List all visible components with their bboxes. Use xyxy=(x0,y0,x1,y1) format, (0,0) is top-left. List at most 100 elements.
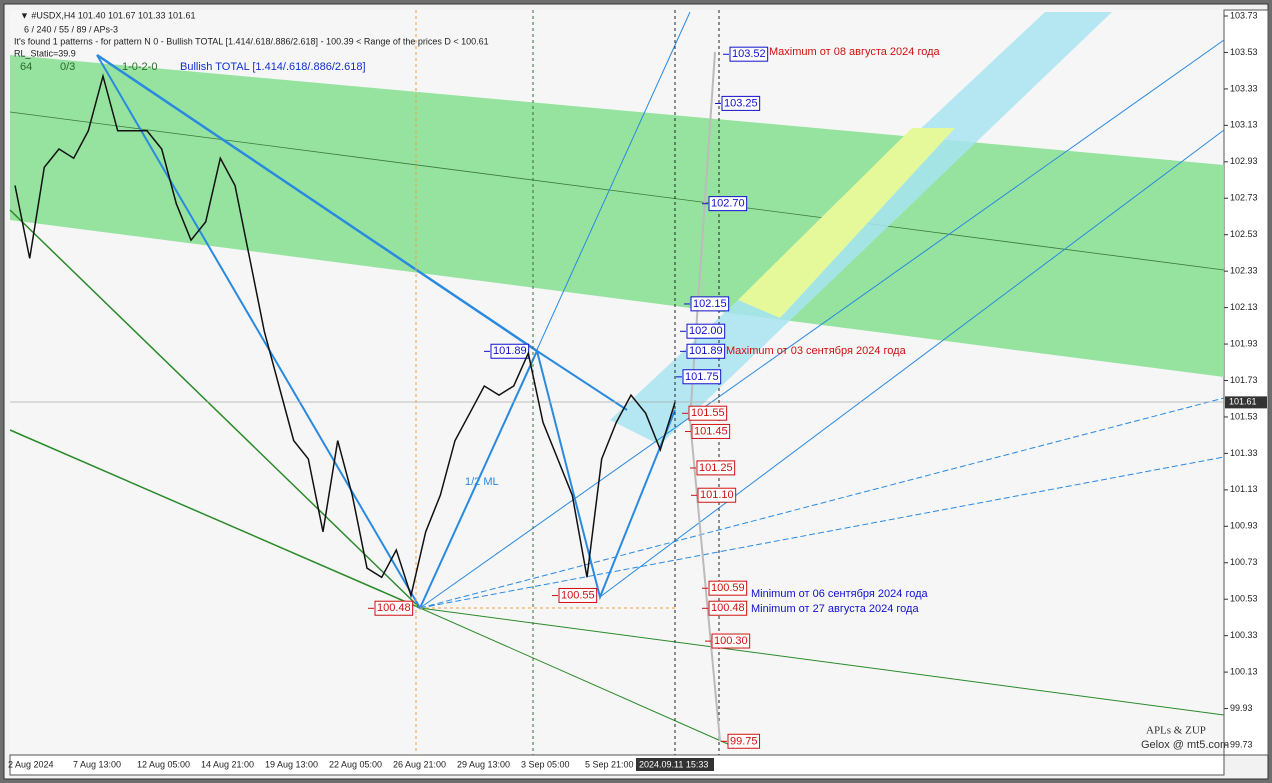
settings-line: 6 / 240 / 55 / 89 / APs-3 xyxy=(24,24,118,34)
pattern-line xyxy=(536,350,628,411)
price-tick-label: 99.73 xyxy=(1230,739,1253,749)
level-box xyxy=(490,343,530,359)
price-scale xyxy=(1223,9,1269,756)
level-label: 102.70 xyxy=(711,198,745,210)
price-tick-label: 101.33 xyxy=(1230,448,1258,458)
level-label: 101.55 xyxy=(691,407,725,419)
level-box xyxy=(727,733,761,749)
watermark: APLs & ZUP xyxy=(1146,725,1206,737)
rl-static: RL_Static=39.9 xyxy=(14,48,76,58)
price-tick-label: 100.13 xyxy=(1230,666,1258,676)
current-price: 101.61 xyxy=(1229,397,1257,407)
time-label: 2 Aug 2024 xyxy=(8,759,54,769)
pattern-line xyxy=(96,53,538,353)
time-label: 3 Sep 05:00 xyxy=(521,759,570,769)
price-tick-label: 101.53 xyxy=(1230,411,1258,421)
fork-line xyxy=(419,39,1225,609)
fork-line xyxy=(419,11,691,609)
level-box xyxy=(686,343,726,359)
time-label: 19 Aug 13:00 xyxy=(265,759,318,769)
level-label: 102.00 xyxy=(689,325,723,337)
level-label: 101.25 xyxy=(699,462,733,474)
symbol-line: ▼ #USDX,H4 101.40 101.67 101.33 101.61 xyxy=(20,10,196,20)
price-tick-label: 103.53 xyxy=(1230,47,1258,57)
level-box xyxy=(374,600,414,616)
level-label: 103.25 xyxy=(724,97,758,109)
current-time: 2024.09.11 15:33 xyxy=(639,759,708,769)
level-label: 100.55 xyxy=(561,589,595,601)
green-channel xyxy=(10,55,1224,377)
price-tick-label: 103.73 xyxy=(1230,10,1258,20)
level-label: 100.59 xyxy=(711,582,745,594)
watermark: Gelox @ mt5.com xyxy=(1141,739,1229,751)
time-label: 29 Aug 13:00 xyxy=(457,759,510,769)
level-label: 103.52 xyxy=(732,48,766,60)
time-label: 7 Aug 13:00 xyxy=(73,759,121,769)
channel-median xyxy=(9,111,1225,271)
level-box xyxy=(697,487,737,503)
trend-line xyxy=(9,429,421,609)
price-tick-label: 102.13 xyxy=(1230,302,1258,312)
level-label: 100.48 xyxy=(711,602,745,614)
annotation: Minimum от 27 августа 2024 года xyxy=(751,603,919,615)
current-price-box xyxy=(1225,396,1267,409)
price-tick-label: 101.13 xyxy=(1230,484,1258,494)
level-label: 101.75 xyxy=(685,371,719,383)
counter: 64 xyxy=(20,61,32,73)
time-label: 12 Aug 05:00 xyxy=(137,759,190,769)
level-box xyxy=(691,423,731,439)
price-tick-label: 102.73 xyxy=(1230,193,1258,203)
level-box xyxy=(721,95,761,111)
price-tick-label: 102.33 xyxy=(1230,266,1258,276)
price-tick-label: 100.93 xyxy=(1230,521,1258,531)
fork-line xyxy=(419,456,1225,609)
level-label: 100.48 xyxy=(377,602,411,614)
annotation: Maximum от 08 августа 2024 года xyxy=(769,46,941,58)
level-box xyxy=(708,600,748,616)
price-tick-label: 100.33 xyxy=(1230,630,1258,640)
price-tick-label: 101.93 xyxy=(1230,338,1258,348)
level-label: 102.15 xyxy=(693,298,727,310)
level-box xyxy=(729,46,769,62)
level-box xyxy=(686,323,726,339)
median-label: 1/2 ML xyxy=(465,476,499,488)
level-label: 101.89 xyxy=(493,345,527,357)
price-tick-label: 103.13 xyxy=(1230,120,1258,130)
time-label: 5 Sep 21:00 xyxy=(585,759,634,769)
level-label: 101.10 xyxy=(700,489,734,501)
price-path xyxy=(14,73,676,599)
level-label: 101.89 xyxy=(689,345,723,357)
level-box xyxy=(690,296,730,312)
level-label: 101.45 xyxy=(694,425,728,437)
price-tick-label: 101.73 xyxy=(1230,375,1258,385)
time-label: 14 Aug 21:00 xyxy=(201,759,254,769)
price-tick-label: 103.33 xyxy=(1230,83,1258,93)
counter: 1-0-2-0 xyxy=(122,61,157,73)
price-tick-label: 100.53 xyxy=(1230,594,1258,604)
level-box xyxy=(711,633,751,649)
price-tick-label: 102.93 xyxy=(1230,156,1258,166)
pattern-line-text: It's found 1 patterns - for pattern N 0 … xyxy=(14,36,489,46)
yellow-zone xyxy=(738,128,955,318)
time-label: 26 Aug 21:00 xyxy=(393,759,446,769)
trend-line xyxy=(419,607,1225,716)
fork-line xyxy=(419,397,1225,609)
level-box xyxy=(558,587,598,603)
level-box xyxy=(696,460,736,476)
price-tick-label: 100.73 xyxy=(1230,557,1258,567)
level-box xyxy=(708,580,748,596)
level-box xyxy=(688,405,728,421)
time-scale xyxy=(9,754,1225,776)
annotation: Maximum от 03 сентября 2024 года xyxy=(726,345,907,357)
counter: 0/3 xyxy=(60,61,75,73)
pattern-name: Bullish TOTAL [1.414/.618/.886/2.618] xyxy=(180,61,366,73)
annotation: Minimum от 06 сентября 2024 года xyxy=(751,588,929,600)
level-label: 100.30 xyxy=(714,635,748,647)
time-label: 22 Aug 05:00 xyxy=(329,759,382,769)
level-label: 99.75 xyxy=(730,735,758,747)
current-time-box xyxy=(636,758,714,771)
price-tick-label: 99.93 xyxy=(1230,703,1253,713)
fork-line xyxy=(599,129,1225,598)
level-box xyxy=(682,369,722,385)
